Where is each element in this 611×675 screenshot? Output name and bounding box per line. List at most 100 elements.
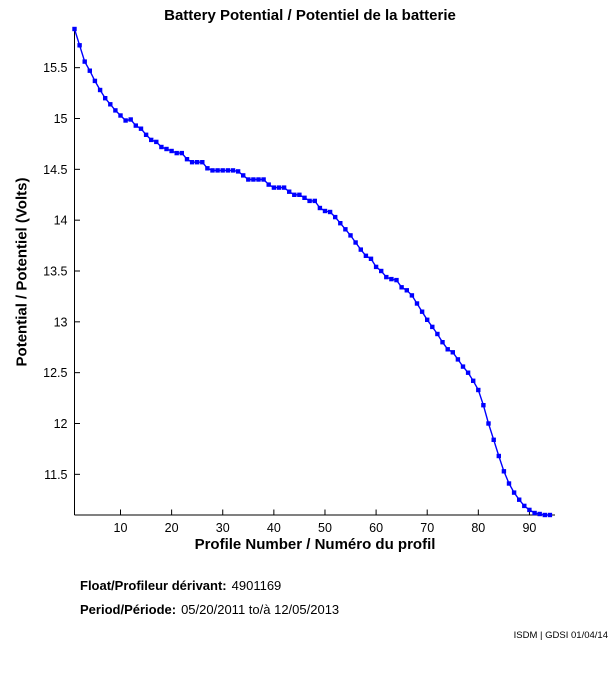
data-point-marker: [97, 87, 103, 93]
data-point-marker: [481, 403, 486, 408]
data-point-marker: [220, 168, 225, 173]
data-point-marker: [251, 177, 256, 182]
data-point-marker: [159, 144, 164, 150]
data-point-marker: [379, 268, 384, 274]
y-tick-label: 12: [54, 417, 68, 431]
y-tick-label: 14: [54, 214, 68, 228]
data-point-marker: [276, 185, 282, 190]
data-point-marker: [266, 182, 271, 187]
data-point-marker: [348, 233, 353, 238]
data-point-marker: [389, 276, 394, 282]
data-point-marker: [302, 195, 307, 200]
data-point-marker: [517, 497, 522, 502]
x-tick-label: 50: [318, 521, 332, 535]
x-tick-label: 80: [471, 521, 485, 535]
data-point-marker: [230, 168, 236, 173]
data-point-marker: [506, 481, 512, 486]
x-axis-label: Profile Number / Numéro du profil: [194, 536, 436, 553]
data-point-marker: [419, 309, 425, 314]
data-point-marker: [399, 285, 404, 290]
data-point-marker: [522, 503, 527, 509]
data-point-marker: [476, 387, 481, 393]
data-point-marker: [179, 150, 184, 156]
data-point-marker: [527, 507, 532, 513]
data-series-line: [73, 28, 550, 516]
data-point-marker: [353, 240, 358, 245]
data-point-marker: [271, 185, 277, 190]
data-point-marker: [373, 264, 379, 270]
y-tick-label: 12.5: [43, 366, 67, 380]
data-point-marker: [103, 96, 108, 101]
data-point-marker: [72, 26, 77, 32]
data-point-marker: [394, 277, 399, 283]
data-point-marker: [108, 102, 113, 107]
data-point-marker: [317, 205, 323, 211]
data-point-marker: [542, 512, 547, 518]
data-point-marker: [532, 510, 537, 516]
data-point-marker: [123, 118, 128, 123]
data-point-marker: [138, 126, 144, 131]
data-point-marker: [501, 469, 507, 474]
data-point-marker: [537, 511, 542, 517]
data-point-marker: [215, 168, 220, 173]
data-point-marker: [358, 247, 363, 252]
float-id-label: Float/Profileur dérivant:: [80, 578, 227, 593]
x-tick-label: 70: [420, 521, 434, 535]
data-point-marker: [511, 490, 517, 495]
data-point-marker: [246, 177, 251, 182]
data-point-marker: [322, 208, 328, 214]
data-point-marker: [241, 173, 246, 178]
y-tick-label: 13: [54, 315, 68, 329]
data-point-marker: [174, 150, 179, 156]
data-point-marker: [92, 78, 98, 84]
data-point-marker: [164, 146, 169, 152]
data-point-marker: [210, 168, 215, 173]
float-id-value: 4901169: [231, 578, 282, 593]
data-point-marker: [471, 378, 476, 383]
data-point-marker: [343, 227, 348, 232]
x-tick-label: 60: [369, 521, 383, 535]
data-point-marker: [307, 198, 312, 204]
data-point-marker: [149, 137, 154, 143]
data-point-marker: [491, 437, 496, 442]
watermark: ISDM | GDSI 01/04/14: [513, 630, 608, 641]
data-point-marker: [261, 177, 266, 182]
data-point-marker: [368, 256, 374, 261]
data-point-marker: [460, 364, 466, 369]
data-point-marker: [225, 168, 231, 173]
data-point-marker: [205, 166, 210, 171]
data-point-marker: [414, 301, 420, 306]
data-point-marker: [547, 512, 553, 518]
data-point-marker: [292, 192, 297, 197]
data-point-marker: [450, 350, 455, 355]
x-tick-label: 20: [165, 521, 179, 535]
data-point-marker: [169, 148, 174, 154]
float-id-line: Float/Profileur dérivant: 4901169: [80, 578, 281, 593]
data-point-marker: [430, 324, 435, 330]
data-point-marker: [256, 177, 261, 182]
period-label: Period/Période:: [80, 602, 177, 617]
data-point-marker: [189, 160, 195, 165]
data-point-marker: [363, 253, 369, 258]
data-point-marker: [87, 68, 92, 73]
data-point-marker: [113, 108, 118, 113]
x-tick-label: 30: [216, 521, 230, 535]
period-line: Period/Période: 05/20/2011 to/à 12/05/201…: [80, 602, 339, 617]
data-point-marker: [143, 132, 149, 137]
data-point-marker: [200, 160, 205, 165]
data-point-marker: [77, 43, 82, 48]
y-tick-label: 15.5: [43, 61, 67, 75]
data-point-marker: [486, 421, 491, 426]
y-tick-label: 11.5: [44, 468, 67, 482]
data-point-marker: [128, 117, 133, 122]
data-point-marker: [281, 185, 287, 190]
x-tick-label: 90: [522, 521, 536, 535]
data-point-marker: [195, 160, 200, 165]
data-point-marker: [184, 157, 190, 162]
data-point-marker: [154, 139, 159, 145]
data-point-marker: [333, 214, 338, 220]
data-point-marker: [133, 123, 138, 128]
y-tick-label: 14.5: [43, 163, 67, 177]
